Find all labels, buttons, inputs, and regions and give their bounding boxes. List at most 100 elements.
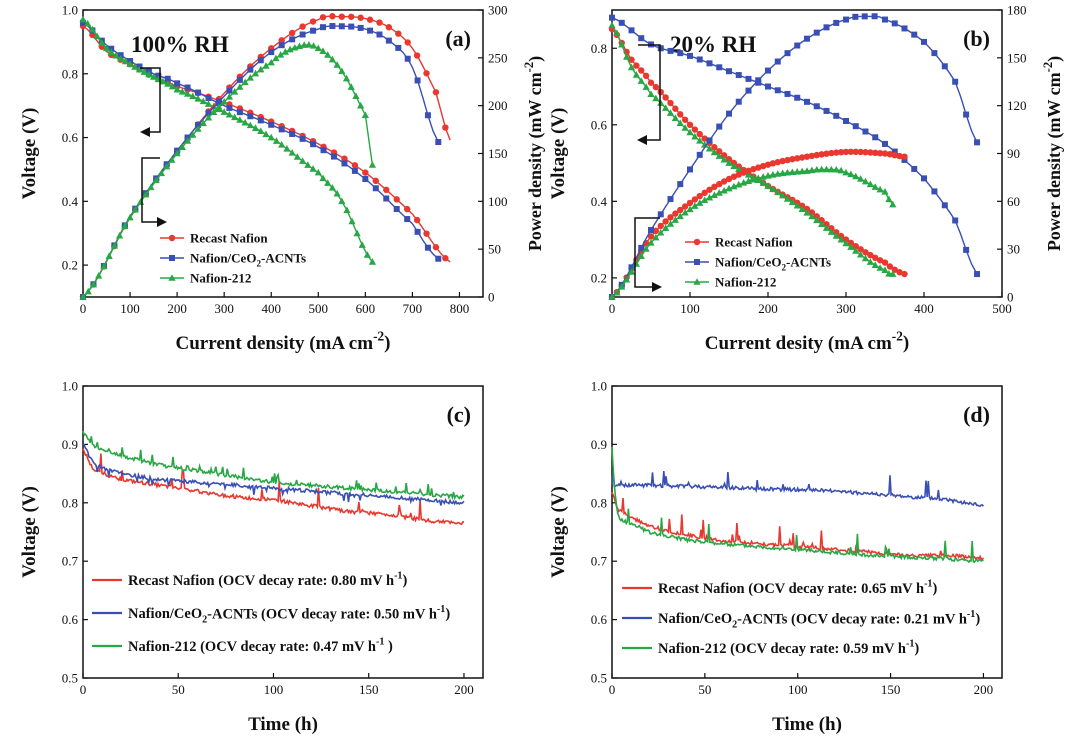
- data-point: [706, 186, 713, 193]
- legend-label: Nafion-212 (OCV decay rate: 0.59 mV h-1): [658, 638, 919, 657]
- legend-label-run: 2: [781, 262, 786, 272]
- data-point: [414, 228, 421, 235]
- data-point: [226, 104, 233, 111]
- data-point: [348, 23, 355, 30]
- data-point: [901, 270, 908, 278]
- data-point: [395, 30, 402, 37]
- data-point: [393, 196, 400, 203]
- data-point: [730, 162, 738, 170]
- data-point: [204, 113, 213, 121]
- data-point: [642, 72, 650, 80]
- data-point: [701, 189, 708, 197]
- data-point: [911, 31, 918, 38]
- data-point: [891, 148, 898, 155]
- legend-label: Recast Nafion: [715, 235, 793, 250]
- data-point: [341, 155, 348, 162]
- legend-label-run: -ACNTs: [261, 250, 306, 265]
- data-point: [745, 75, 752, 82]
- y-tick-label: 0.7: [591, 554, 608, 569]
- series-4: [609, 13, 981, 300]
- data-point: [711, 183, 718, 191]
- data-point: [608, 21, 616, 29]
- data-point: [750, 165, 757, 173]
- data-point: [328, 55, 337, 63]
- x-tick-label: 0: [80, 301, 87, 316]
- data-point: [442, 254, 449, 262]
- y2-tick-label: 60: [1007, 194, 1020, 209]
- data-point: [404, 216, 411, 223]
- data-point: [818, 220, 826, 227]
- legend-label-run: -1: [437, 604, 445, 615]
- data-point: [686, 199, 694, 207]
- data-point: [676, 212, 684, 220]
- data-point: [173, 149, 181, 157]
- data-point: [871, 13, 878, 20]
- data-point: [740, 169, 747, 176]
- data-point: [705, 144, 714, 152]
- data-point: [735, 98, 742, 105]
- data-point: [677, 50, 684, 57]
- x-axis-title: Current density (mA cm-2): [176, 328, 391, 354]
- x-axis-title-run: -2: [892, 328, 903, 343]
- data-point: [691, 132, 699, 140]
- data-point: [220, 98, 228, 105]
- data-point: [793, 201, 801, 209]
- data-point: [299, 157, 307, 164]
- x-tick-label: 400: [914, 301, 934, 316]
- data-point: [808, 152, 816, 160]
- data-point: [725, 156, 733, 163]
- panel-c: 0 50 100 150 200 0.5 0.6 0.7 0.8 0.9 1.0 Time (h) Vo…: [19, 379, 484, 735]
- data-point: [117, 54, 125, 62]
- x-axis-title-run: ): [384, 332, 390, 353]
- y2-axis-title: Power density (mW cm-2): [522, 56, 546, 251]
- series-line: [611, 470, 985, 508]
- data-point: [338, 197, 346, 205]
- data-point: [866, 258, 874, 265]
- data-point: [642, 83, 650, 90]
- legend-label: Nafion/CeO2-ACNTs (OCV decay rate: 0.21 …: [658, 609, 980, 631]
- x-tick-label: 0: [80, 682, 87, 697]
- y-tick-label: 0.5: [591, 671, 607, 686]
- data-point: [383, 186, 390, 194]
- data-point: [710, 191, 718, 199]
- data-point: [857, 246, 864, 253]
- y2-tick-label: 150: [1007, 50, 1027, 65]
- data-point: [324, 51, 332, 58]
- data-point: [305, 41, 313, 48]
- data-point: [823, 221, 830, 228]
- data-point: [627, 268, 636, 275]
- data-point: [808, 212, 816, 220]
- legend: Recast Nafion (OCV decay rate: 0.80 mV h…: [92, 570, 450, 655]
- legend-label-run: ): [445, 606, 450, 622]
- data-point: [236, 116, 244, 123]
- data-point: [116, 231, 124, 239]
- data-point: [687, 166, 693, 173]
- data-point: [215, 103, 223, 110]
- data-point: [299, 23, 306, 30]
- data-point: [647, 238, 655, 246]
- data-point: [638, 244, 645, 251]
- data-point: [842, 236, 850, 243]
- data-point: [424, 112, 431, 119]
- data-point: [348, 217, 356, 225]
- data-point: [199, 97, 207, 105]
- data-point: [769, 160, 777, 167]
- data-point: [686, 205, 694, 213]
- data-point: [638, 67, 645, 74]
- data-point: [861, 13, 868, 20]
- legend-label-run: Nafion/CeO: [190, 251, 256, 266]
- data-point: [681, 116, 689, 123]
- data-point: [623, 275, 631, 283]
- data-point: [257, 117, 264, 124]
- data-point: [896, 152, 903, 160]
- data-point: [241, 78, 249, 86]
- panel-d: 0 50 100 150 200 0.5 0.6 0.7 0.8 0.9 1.0 Time (h) Vo…: [548, 379, 1003, 735]
- data-point: [652, 227, 660, 235]
- data-point: [383, 195, 390, 202]
- data-point: [886, 151, 894, 158]
- y2-tick-label: 100: [488, 194, 508, 209]
- data-point: [813, 29, 820, 36]
- legend-label-run: -1: [394, 570, 402, 581]
- data-point: [808, 166, 816, 174]
- data-point: [376, 31, 383, 38]
